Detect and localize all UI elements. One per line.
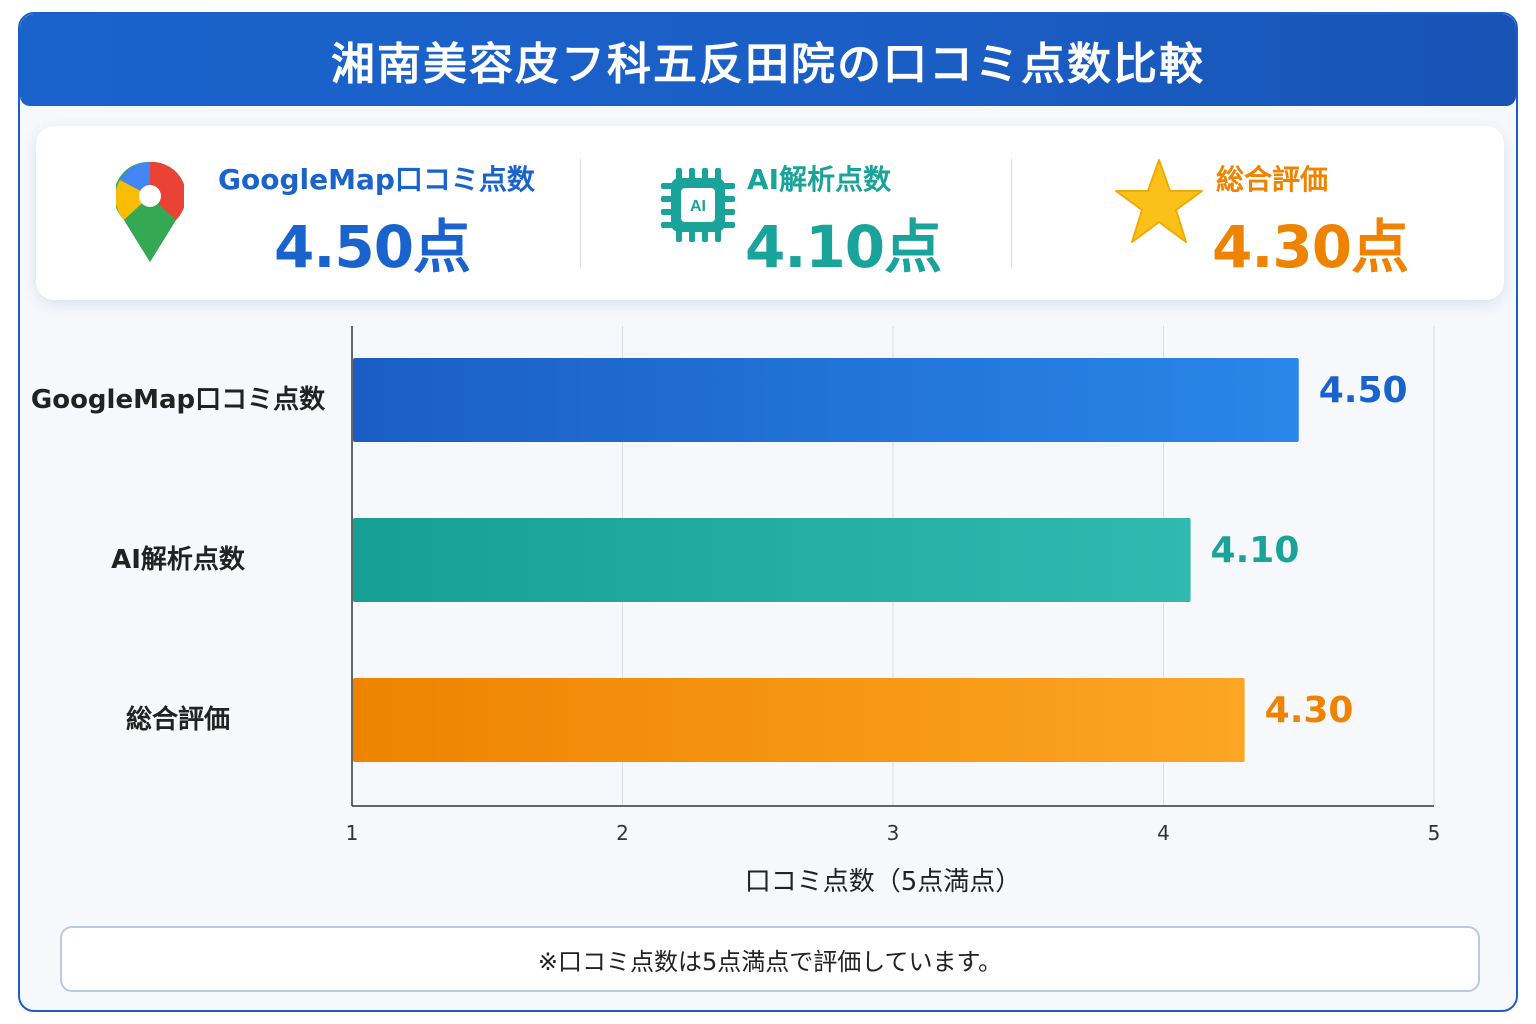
stat-ai: AI AI解析点数 4.10点 bbox=[581, 126, 1011, 300]
ai-chip-text: AI bbox=[690, 198, 706, 215]
map-pin-icon bbox=[116, 162, 184, 262]
title-bar: 湘南美容皮フ科五反田院の口コミ点数比較 bbox=[20, 14, 1516, 106]
star-icon bbox=[1115, 159, 1203, 243]
bar-chart-svg: 1 2 3 4 5 口コミ点数（5点満点） 4.50 GoogleMap口コミ点数 4.10 AI… bbox=[31, 326, 1441, 897]
category-label: GoogleMap口コミ点数 bbox=[31, 384, 326, 415]
stat-value: 4.30点 bbox=[1212, 213, 1409, 281]
x-tick-label: 4 bbox=[1157, 821, 1170, 845]
ai-chip-icon: AI bbox=[661, 168, 735, 242]
x-tick-label: 2 bbox=[616, 821, 629, 845]
bar bbox=[353, 678, 1245, 762]
divider bbox=[580, 158, 581, 268]
x-axis-label: 口コミ点数（5点満点） bbox=[745, 867, 1022, 897]
stat-value: 4.50点 bbox=[274, 213, 471, 281]
category-label: 総合評価 bbox=[126, 704, 230, 735]
bar-value-label: 4.30 bbox=[1265, 690, 1354, 731]
bar bbox=[353, 518, 1191, 602]
x-tick-label: 1 bbox=[346, 821, 359, 845]
bar-value-label: 4.10 bbox=[1211, 530, 1300, 571]
divider bbox=[1011, 158, 1012, 268]
bar bbox=[353, 358, 1299, 442]
x-tick-label: 3 bbox=[887, 821, 900, 845]
bar-chart: 1 2 3 4 5 口コミ点数（5点満点） 4.50 GoogleMap口コミ点数 4.10 AI… bbox=[20, 314, 1516, 914]
footnote-text: ※口コミ点数は5点満点で評価しています。 bbox=[537, 947, 1003, 976]
page-title: 湘南美容皮フ科五反田院の口コミ点数比較 bbox=[331, 39, 1205, 90]
footnote: ※口コミ点数は5点満点で評価しています。 bbox=[60, 926, 1480, 992]
bar-value-label: 4.50 bbox=[1319, 370, 1408, 411]
stat-googlemap: GoogleMap口コミ点数 4.50点 bbox=[36, 126, 580, 300]
stat-label: GoogleMap口コミ点数 bbox=[218, 163, 535, 196]
chart-frame: 湘南美容皮フ科五反田院の口コミ点数比較 GoogleMap口コミ点数 4.50点 bbox=[18, 12, 1518, 1012]
stat-label: AI解析点数 bbox=[747, 163, 892, 196]
stat-label: 総合評価 bbox=[1216, 163, 1329, 196]
x-tick-label: 5 bbox=[1428, 821, 1441, 845]
stat-value: 4.10点 bbox=[745, 213, 942, 281]
stat-overall: 総合評価 4.30点 bbox=[1012, 126, 1504, 300]
summary-card: GoogleMap口コミ点数 4.50点 AI AI解析点数 4.10点 bbox=[36, 126, 1504, 300]
category-label: AI解析点数 bbox=[111, 544, 246, 575]
